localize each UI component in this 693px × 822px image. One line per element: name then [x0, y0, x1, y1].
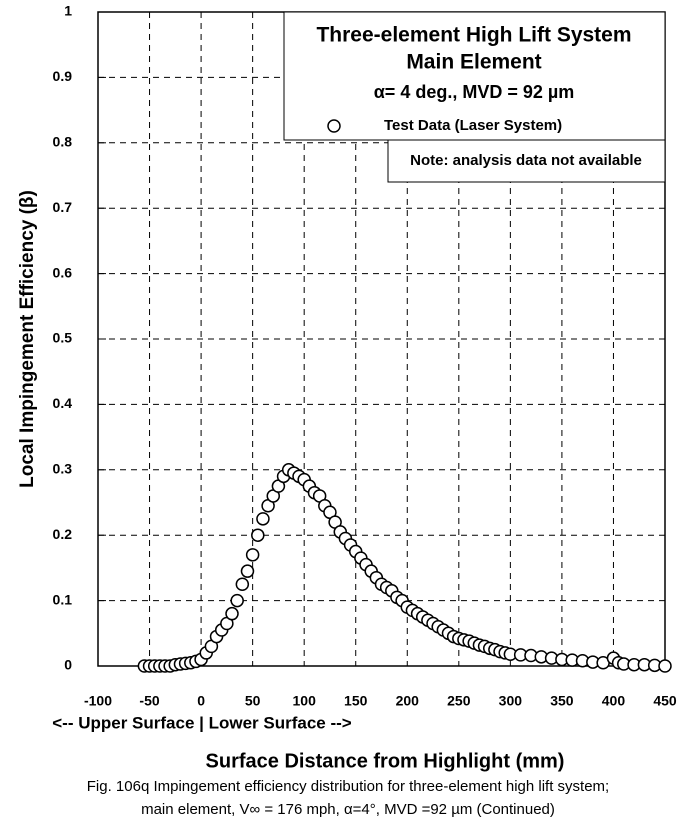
data-point — [245, 548, 260, 562]
data-point — [225, 606, 239, 621]
y-tick-label: 0.4 — [53, 395, 73, 411]
x-tick-label: 350 — [550, 693, 574, 709]
caption: Fig. 106q Impingement efficiency distrib… — [87, 778, 609, 795]
y-tick-label: 0.6 — [53, 264, 73, 280]
x-tick-label: 50 — [245, 693, 261, 709]
x-tick-label: 150 — [344, 693, 368, 709]
data-point — [256, 512, 270, 526]
legend-condition: α= 4 deg., MVD = 92 µm — [374, 82, 575, 102]
y-tick-label: 0 — [64, 657, 72, 673]
y-tick-label: 0.8 — [53, 134, 73, 150]
y-tick-label: 0.9 — [53, 68, 73, 84]
legend-marker — [327, 119, 341, 133]
y-tick-label: 0.1 — [53, 591, 73, 607]
y-tick-label: 0.7 — [53, 199, 73, 215]
data-point — [235, 577, 250, 591]
x-tick-label: -100 — [84, 693, 112, 709]
x-tick-label: 300 — [499, 693, 523, 709]
x-tick-label: 450 — [653, 693, 677, 709]
data-point — [240, 564, 255, 578]
x-axis-label: Surface Distance from Highlight (mm) — [206, 750, 565, 772]
x-sublabel: <-- Upper Surface | Lower Surface --> — [52, 713, 352, 732]
note: Note: analysis data not available — [410, 152, 642, 169]
y-tick-label: 0.5 — [53, 330, 73, 346]
legend-label: Test Data (Laser System) — [384, 117, 562, 134]
x-tick-label: 0 — [197, 693, 205, 709]
data-point — [658, 659, 672, 673]
y-tick-label: 0.3 — [53, 461, 73, 477]
data-point — [230, 593, 244, 608]
note-box — [387, 139, 666, 183]
x-tick-label: -50 — [139, 693, 159, 709]
legend-subtitle: Main Element — [406, 51, 541, 74]
y-tick-label: 0.2 — [53, 526, 73, 542]
legend-box — [283, 11, 666, 141]
x-tick-label: 200 — [396, 693, 420, 709]
x-tick-label: 100 — [293, 693, 317, 709]
y-axis-label: Local Impingement Efficiency (β) — [17, 190, 38, 488]
caption: main element, V∞ = 176 mph, α=4°, MVD =9… — [141, 801, 555, 818]
data-point — [251, 528, 265, 542]
legend-title: Three-element High Lift System — [316, 24, 631, 47]
y-tick-label: 1 — [64, 3, 72, 19]
x-tick-label: 400 — [602, 693, 626, 709]
x-tick-label: 250 — [447, 693, 471, 709]
